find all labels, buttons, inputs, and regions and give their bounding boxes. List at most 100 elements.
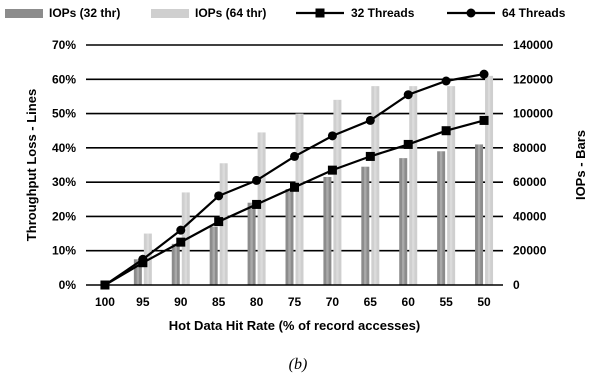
bar bbox=[399, 158, 408, 285]
y-right-tick-label: 100000 bbox=[513, 107, 553, 121]
legend-label: IOPs (64 thr) bbox=[195, 6, 266, 20]
data-point bbox=[290, 151, 299, 161]
legend-marker bbox=[315, 8, 325, 18]
bar-highlight bbox=[336, 99, 339, 285]
bar bbox=[257, 132, 266, 285]
figure-caption: (b) bbox=[288, 356, 308, 373]
bar-highlight bbox=[288, 189, 291, 285]
data-point bbox=[479, 115, 489, 125]
y-left-tick-label: 60% bbox=[52, 72, 76, 86]
legend-label: IOPs (32 thr) bbox=[49, 6, 120, 20]
y-left-tick-label: 40% bbox=[52, 141, 76, 155]
axes: 0% 0 10% 20000 20% 40000 30% 60000 40% 80000 50% 10… bbox=[24, 38, 588, 333]
y-right-tick-label: 0 bbox=[513, 278, 520, 292]
chart: IOPs (32 thr) IOPs (64 thr) 32 Threads 64 T… bbox=[5, 6, 588, 333]
x-tick-label: 100 bbox=[95, 295, 115, 309]
legend-label: 32 Threads bbox=[351, 6, 415, 20]
bar-highlight bbox=[487, 75, 491, 285]
bar-highlight bbox=[260, 132, 263, 285]
bar bbox=[285, 189, 294, 285]
bar-highlight bbox=[412, 86, 415, 286]
x-tick-label: 90 bbox=[174, 295, 188, 309]
data-point bbox=[138, 254, 148, 264]
y-right-tick-label: 80000 bbox=[513, 141, 547, 155]
x-tick-label: 80 bbox=[250, 295, 264, 309]
bar-highlight bbox=[449, 86, 453, 286]
bar-highlight bbox=[402, 158, 405, 285]
y-left-tick-label: 30% bbox=[52, 175, 76, 189]
data-point bbox=[176, 237, 186, 247]
bar bbox=[361, 166, 370, 285]
legend-swatch bbox=[151, 9, 189, 18]
data-point bbox=[479, 69, 489, 79]
line-series bbox=[100, 69, 489, 290]
bar bbox=[333, 99, 342, 285]
y-left-tick-label: 50% bbox=[52, 107, 76, 121]
y-left-axis-title: Throughput Loss - Lines bbox=[24, 89, 39, 241]
data-point bbox=[252, 175, 262, 185]
bar bbox=[475, 144, 484, 285]
bar bbox=[437, 151, 446, 285]
legend-label: 64 Threads bbox=[502, 6, 566, 20]
data-point bbox=[214, 217, 224, 227]
x-tick-label: 55 bbox=[439, 295, 453, 309]
legend-marker bbox=[466, 8, 476, 18]
data-point bbox=[441, 76, 451, 86]
y-right-tick-label: 60000 bbox=[513, 175, 547, 189]
bar-highlight bbox=[439, 151, 443, 285]
x-axis-title: Hot Data Hit Rate (% of record accesses) bbox=[169, 318, 420, 333]
data-point bbox=[214, 191, 224, 201]
data-point bbox=[176, 225, 186, 235]
bar-highlight bbox=[364, 166, 367, 285]
y-right-tick-label: 40000 bbox=[513, 209, 547, 223]
data-point bbox=[327, 165, 337, 175]
bar bbox=[133, 259, 142, 285]
bar-highlight bbox=[222, 163, 225, 285]
y-left-tick-label: 10% bbox=[52, 244, 76, 258]
bar bbox=[485, 75, 494, 285]
y-left-tick-label: 0% bbox=[59, 278, 77, 292]
data-point bbox=[290, 182, 299, 192]
bar-highlight bbox=[136, 259, 140, 285]
data-point bbox=[327, 131, 337, 141]
bar bbox=[409, 86, 418, 286]
x-tick-label: 95 bbox=[136, 295, 150, 309]
bar-highlight bbox=[326, 177, 329, 285]
legend-swatch bbox=[5, 9, 43, 18]
bar bbox=[295, 113, 304, 285]
x-tick-label: 75 bbox=[288, 295, 302, 309]
bar-highlight bbox=[477, 144, 481, 285]
y-left-tick-label: 70% bbox=[52, 38, 76, 52]
data-point bbox=[403, 90, 413, 100]
data-point bbox=[441, 126, 451, 136]
x-tick-label: 85 bbox=[212, 295, 226, 309]
x-tick-label: 50 bbox=[477, 295, 491, 309]
y-right-tick-label: 120000 bbox=[513, 72, 553, 86]
bar bbox=[209, 226, 218, 285]
x-tick-label: 70 bbox=[326, 295, 340, 309]
bar bbox=[247, 202, 256, 285]
bar bbox=[171, 243, 180, 285]
y-right-tick-label: 140000 bbox=[513, 38, 553, 52]
bar bbox=[219, 163, 228, 285]
bar-highlight bbox=[374, 86, 377, 286]
bar-highlight bbox=[212, 226, 215, 285]
legend: IOPs (32 thr) IOPs (64 thr) 32 Threads 64 T… bbox=[5, 6, 566, 20]
x-tick-label: 65 bbox=[364, 295, 378, 309]
y-right-axis-title: IOPs - Bars bbox=[573, 130, 588, 200]
data-point bbox=[365, 115, 375, 125]
bar-highlight bbox=[298, 113, 301, 285]
series-line bbox=[104, 119, 485, 286]
data-point bbox=[252, 199, 262, 209]
bar-highlight bbox=[174, 243, 177, 285]
bar bbox=[371, 86, 380, 286]
x-tick-label: 60 bbox=[402, 295, 416, 309]
data-point bbox=[365, 151, 375, 161]
bar-series bbox=[133, 75, 494, 286]
y-left-tick-label: 20% bbox=[52, 209, 76, 223]
bar-highlight bbox=[250, 202, 253, 285]
bar bbox=[323, 177, 332, 285]
y-right-tick-label: 20000 bbox=[513, 244, 547, 258]
data-point bbox=[403, 139, 413, 149]
bar bbox=[447, 86, 456, 286]
